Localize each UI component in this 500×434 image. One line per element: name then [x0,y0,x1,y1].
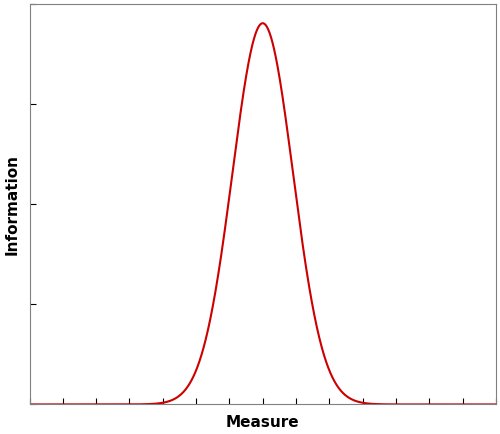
X-axis label: Measure: Measure [226,415,300,430]
Y-axis label: Information: Information [4,154,19,255]
